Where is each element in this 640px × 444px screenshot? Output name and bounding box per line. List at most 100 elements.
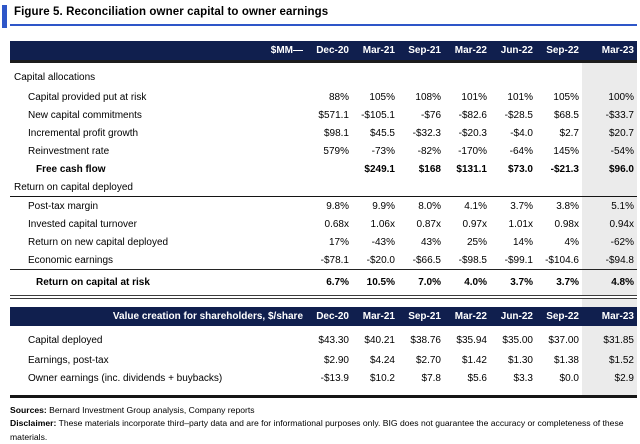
cell-value: 105% (553, 91, 579, 103)
cell-value: $1.38 (553, 354, 579, 366)
cell-value: 108% (415, 91, 441, 103)
table-row-return-on-new-capital-deployed: Return on new capital deployed 17% -43% … (10, 233, 637, 251)
cell-value: 9.9% (372, 200, 395, 212)
cell-value: 0.87x (416, 218, 441, 230)
cell-value: -$28.5 (504, 109, 533, 121)
column-header-date: Dec-20 (306, 307, 352, 326)
section-row-capital-allocations: Capital allocations (10, 61, 637, 88)
row-label: Return on capital at risk (10, 269, 306, 299)
cell-value: $2.9 (582, 369, 637, 387)
spacer-row (10, 297, 637, 307)
cell-value: -$82.6 (458, 109, 487, 121)
cell-value: 3.8% (556, 200, 579, 212)
cell-value: $73.0 (507, 163, 533, 175)
accent-bar (2, 5, 7, 28)
cell-value: -$33.7 (582, 106, 637, 124)
table-row-economic-earnings: Economic earnings -$78.1 -$20.0 -$66.5 -… (10, 251, 637, 270)
cell-value: 0.97x (462, 218, 487, 230)
cell-value: 7.0% (398, 269, 444, 299)
column-header-date: Sep-21 (398, 41, 444, 63)
title-rule (10, 24, 637, 26)
row-label: Free cash flow (36, 163, 106, 175)
sources-label: Sources: (10, 405, 47, 415)
row-label: Return on new capital deployed (28, 236, 169, 248)
section-label: Capital allocations (14, 72, 96, 83)
column-header-date: Mar-22 (444, 307, 490, 326)
row-label: Invested capital turnover (28, 218, 137, 230)
cell-value: -$99.1 (490, 251, 536, 270)
cell-value: $4.24 (369, 354, 395, 366)
column-header-date: Sep-21 (398, 307, 444, 326)
cell-value: 3.7% (510, 200, 533, 212)
cell-value: 17% (328, 236, 349, 248)
cell-value: 105% (369, 91, 395, 103)
table-footnotes: Sources: Bernard Investment Group analys… (10, 404, 640, 444)
cell-value: $96.0 (582, 160, 637, 178)
table-row-owner-earnings: Owner earnings (inc. dividends + buyback… (10, 369, 637, 387)
figure-header: Figure 5. Reconciliation owner capital t… (0, 0, 640, 28)
cell-value: -$66.5 (398, 251, 444, 270)
cell-value: $168 (418, 163, 441, 175)
row-label: Economic earnings (10, 251, 306, 270)
cell-value: $31.85 (582, 326, 637, 351)
spacer-row (10, 387, 637, 397)
table-row-post-tax-margin: Post-tax margin 9.8% 9.9% 8.0% 4.1% 3.7%… (10, 196, 637, 215)
cell-value: $35.00 (502, 335, 533, 346)
table-header-value-creation: Value creation for shareholders, $/share… (10, 307, 637, 326)
cell-value: 145% (553, 145, 579, 157)
section-label: Return on capital deployed (10, 178, 306, 197)
cell-value: 25% (466, 236, 487, 248)
cell-value: -$20.3 (458, 127, 487, 139)
cell-value: $43.30 (318, 335, 349, 346)
section-row-return-on-capital-deployed: Return on capital deployed (10, 178, 637, 197)
cell-value: -$21.3 (550, 163, 579, 175)
cell-value: $40.21 (364, 335, 395, 346)
cell-value: -73% (371, 145, 395, 157)
cell-value: -43% (371, 236, 395, 248)
cell-value: $2.70 (415, 354, 441, 366)
cell-value: -54% (582, 142, 637, 160)
table-row-capital-provided: Capital provided put at risk 88% 105% 10… (10, 88, 637, 106)
cell-value: 43% (420, 236, 441, 248)
cell-value: $1.30 (507, 354, 533, 366)
row-label: Owner earnings (inc. dividends + buyback… (28, 372, 223, 384)
sources-text: Bernard Investment Group analysis, Compa… (46, 405, 255, 415)
cell-value: 101% (461, 91, 487, 103)
cell-value: -$32.3 (412, 127, 441, 139)
cell-value: -$105.1 (361, 109, 395, 121)
column-header-value-creation: Value creation for shareholders, $/share (10, 307, 306, 326)
column-header-mm: $MM— (10, 41, 306, 63)
cell-value: $10.2 (369, 372, 395, 384)
cell-value: $35.94 (456, 335, 487, 346)
column-header-date: Mar-22 (444, 41, 490, 63)
row-label: Post-tax margin (28, 200, 99, 212)
cell-value: $3.3 (513, 372, 533, 384)
cell-value: $98.1 (323, 127, 349, 139)
cell-value: -64% (509, 145, 533, 157)
cell-value: $37.00 (548, 335, 579, 346)
sources-line: Sources: Bernard Investment Group analys… (10, 404, 640, 417)
cell-value: $1.42 (461, 354, 487, 366)
cell-value: $571.1 (318, 109, 349, 121)
table-row-capital-deployed: Capital deployed $43.30 $40.21 $38.76 $3… (10, 326, 637, 351)
column-header-date: Jun-22 (490, 307, 536, 326)
cell-value: -$76 (420, 109, 441, 121)
cell-value: $2.7 (559, 127, 579, 139)
cell-value: $20.7 (582, 124, 637, 142)
cell-value: $2.90 (323, 354, 349, 366)
cell-value: 10.5% (352, 269, 398, 299)
cell-value: $5.6 (467, 372, 487, 384)
cell-value: 100% (582, 88, 637, 106)
disclaimer-text: These materials incorporate third–party … (10, 418, 624, 442)
cell-value: -$94.8 (582, 251, 637, 270)
row-label: Capital deployed (28, 335, 103, 346)
figure-title: Figure 5. Reconciliation owner capital t… (14, 6, 329, 18)
column-header-date: Mar-21 (352, 307, 398, 326)
reconciliation-table: $MM— Dec-20 Mar-21 Sep-21 Mar-22 Jun-22 … (10, 41, 637, 398)
cell-value: $249.1 (364, 163, 395, 175)
table-row-incremental-profit-growth: Incremental profit growth $98.1 $45.5 -$… (10, 124, 637, 142)
cell-value: 6.7% (306, 269, 352, 299)
row-label: Reinvestment rate (28, 145, 110, 157)
cell-value: 101% (507, 91, 533, 103)
row-label: Capital provided put at risk (28, 91, 147, 103)
